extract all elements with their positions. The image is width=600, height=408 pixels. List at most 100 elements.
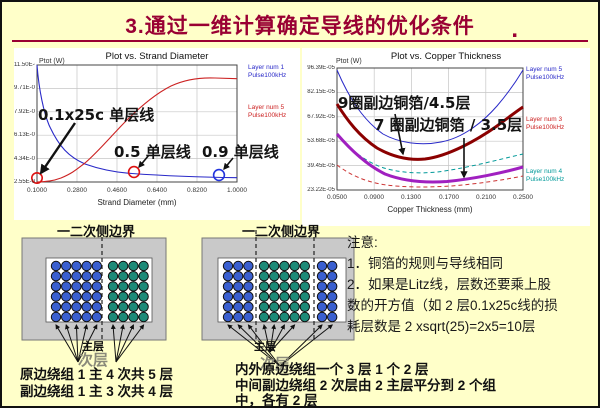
secondary-dot-grid bbox=[258, 260, 311, 323]
y-tick: 6.13E-05 bbox=[14, 132, 35, 138]
caption-left-windings: 原边绕组 1 主 4 次共 5 层 副边绕组 1 主 3 次共 4 层 bbox=[20, 366, 173, 400]
x-tick: 0.2500 bbox=[513, 194, 533, 201]
x-axis-label: Strand Diameter (mm) bbox=[97, 198, 177, 207]
y-tick: 23.22E-05 bbox=[307, 187, 335, 193]
marker-0.1 bbox=[31, 172, 43, 185]
strand-plot-area bbox=[31, 64, 238, 185]
annotation-arrows bbox=[394, 113, 468, 179]
notes-block: 注意: 1．铜箔的规则与导线相同 2．如果是Litz线，层数还要乘上股 数的开方… bbox=[347, 232, 597, 337]
layer-arrows bbox=[55, 324, 145, 363]
x-tick: 0.1000 bbox=[27, 187, 47, 194]
grid bbox=[36, 64, 238, 183]
y-axis-unit: Ptot (W) bbox=[336, 58, 362, 65]
page-title: 3.通过一维计算确定导线的优化条件 bbox=[125, 15, 475, 38]
chart-title: Plot vs. Strand Diameter bbox=[105, 51, 209, 62]
y-tick: 9.71E-05 bbox=[14, 85, 35, 91]
main-layer-label-left: 主层 bbox=[82, 341, 104, 353]
x-tick: 0.2800 bbox=[67, 187, 87, 194]
x-tick: 0.0900 bbox=[364, 194, 384, 201]
legend-line: Pulse100kHz bbox=[526, 123, 565, 131]
y-tick: 11.50E-05 bbox=[14, 62, 35, 68]
legend-line: Layer num 5 bbox=[526, 66, 563, 73]
x-tick: 0.8200 bbox=[187, 187, 207, 194]
series-layer4-teal bbox=[336, 134, 524, 174]
y-tick: 53.68E-05 bbox=[307, 138, 335, 144]
notes-line: 2．如果是Litz线，层数还要乘上股 bbox=[347, 277, 552, 292]
y-tick: 7.92E-05 bbox=[14, 109, 35, 115]
boundary-label-right: 一二次侧边界 bbox=[242, 224, 321, 239]
x-tick: 0.0500 bbox=[327, 194, 347, 201]
notes-line: 耗层数是 2 xsqrt(25)=2x5=10层 bbox=[347, 319, 536, 334]
legend-line: Pulse100kHz bbox=[248, 111, 287, 119]
legend-entry: Layer num 5 Pulse100kHz bbox=[526, 66, 564, 82]
legend-line: Layer num 3 bbox=[526, 116, 563, 123]
title-underline: 3.通过一维计算确定导线的优化条件 . bbox=[12, 4, 588, 43]
caption-line: 副边绕组 1 主 3 次共 4 层 bbox=[20, 384, 174, 399]
notes-line: 1．铜箔的规则与导线相同 bbox=[347, 256, 504, 271]
chart-title: Plot vs. Copper Thickness bbox=[390, 51, 502, 62]
legend-line: Pulse100kHz bbox=[526, 175, 565, 183]
x-tick: 0.1300 bbox=[401, 194, 421, 201]
legend-entry: Layer num 3 Pulse100kHz bbox=[526, 116, 564, 132]
legend-line: Layer num 1 bbox=[248, 64, 285, 71]
secondary-dot-grid bbox=[107, 260, 149, 323]
legend-entry: Layer num 5 Pulse100kHz bbox=[248, 104, 286, 120]
legend-line: Pulse100kHz bbox=[526, 73, 565, 81]
notes-line: 数的开方值（如 2 层0.1x25c线的损 bbox=[347, 298, 558, 313]
series-layer5-red bbox=[36, 77, 238, 183]
series-layer5-blue bbox=[336, 69, 524, 145]
y-tick: 2.55E-05 bbox=[14, 179, 35, 185]
chart-panel-copper-thickness: Plot vs. Copper Thickness Ptot (W) 96. bbox=[302, 48, 590, 226]
notes-heading: 注意: bbox=[347, 235, 378, 250]
annotation-arrows bbox=[39, 122, 234, 175]
annotation-7-turns: 7 圈副边铜箔 / 3.5层 bbox=[374, 116, 523, 134]
copper-plot-area bbox=[335, 67, 524, 191]
legend-entry: Layer num 4 Pulse100kHz bbox=[526, 168, 564, 184]
sub-layer-label-right: 次层 bbox=[260, 356, 291, 373]
series-layer1-blue bbox=[36, 64, 238, 179]
grid bbox=[336, 67, 524, 191]
x-axis-label: Copper Thickness (mm) bbox=[387, 205, 473, 214]
x-tick: 0.1700 bbox=[439, 194, 459, 201]
x-tick: 0.6400 bbox=[147, 187, 167, 194]
caption-line: 原边绕组 1 主 4 次共 5 层 bbox=[20, 367, 174, 382]
layer-arrows bbox=[227, 324, 333, 367]
series-red-dashed bbox=[336, 164, 524, 188]
legend-line: Layer num 4 bbox=[526, 168, 563, 175]
marker-0.9 bbox=[212, 168, 226, 182]
y-tick: 4.34E-05 bbox=[14, 156, 35, 162]
series-magenta bbox=[335, 133, 524, 184]
x-tick: 1.0000 bbox=[227, 187, 247, 194]
y-tick: 82.15E-05 bbox=[307, 89, 335, 95]
x-tick: 0.4600 bbox=[107, 187, 127, 194]
y-tick: 67.92E-05 bbox=[307, 114, 335, 120]
annotation-0.9: 0.9 单层线 bbox=[202, 143, 279, 161]
annotation-0.1x25c: 0.1x25c 单层线 bbox=[38, 106, 155, 124]
marker-0.5 bbox=[127, 165, 141, 179]
sub-layer-label-left: 次层 bbox=[78, 352, 109, 369]
winding-diagram-right bbox=[201, 230, 355, 367]
caption-line: 内外原边绕组一个 3 层 1 个 2 层 bbox=[235, 362, 429, 377]
caption-line: 中间副边绕组 2 次层由 2 主层平分到 2 个组 bbox=[235, 377, 497, 393]
legend-line: Pulse100kHz bbox=[248, 71, 287, 79]
series-layer3-darkred bbox=[335, 103, 524, 161]
boundary-label-left: 一二次侧边界 bbox=[57, 224, 136, 239]
main-layer-label-right: 主层 bbox=[254, 341, 276, 353]
chart-panel-strand-diameter: Plot vs. Strand Diameter Ptot (W) bbox=[14, 48, 300, 220]
legend-line: Layer num 5 bbox=[248, 104, 285, 111]
legend-entry: Layer num 1 Pulse100kHz bbox=[248, 64, 286, 80]
title-period: . bbox=[511, 16, 518, 43]
annotation-9-turns: 9圈副边铜箔/4.5层 bbox=[338, 94, 471, 112]
caption-line: 中，各有 2 层 bbox=[235, 393, 318, 408]
annotation-0.5: 0.5 单层线 bbox=[114, 143, 191, 161]
primary-dot-grid bbox=[50, 260, 103, 323]
primary-outer-dot-grid bbox=[316, 260, 338, 323]
y-axis-unit: Ptot (W) bbox=[39, 58, 65, 65]
x-tick: 0.2100 bbox=[476, 194, 496, 201]
y-tick: 96.39E-05 bbox=[307, 65, 335, 71]
primary-inner-dot-grid bbox=[222, 260, 254, 323]
caption-right-windings: 内外原边绕组一个 3 层 1 个 2 层 中间副边绕组 2 次层由 2 主层平分… bbox=[235, 362, 497, 408]
winding-diagram-left bbox=[21, 230, 167, 363]
y-tick: 39.45E-05 bbox=[307, 163, 335, 169]
